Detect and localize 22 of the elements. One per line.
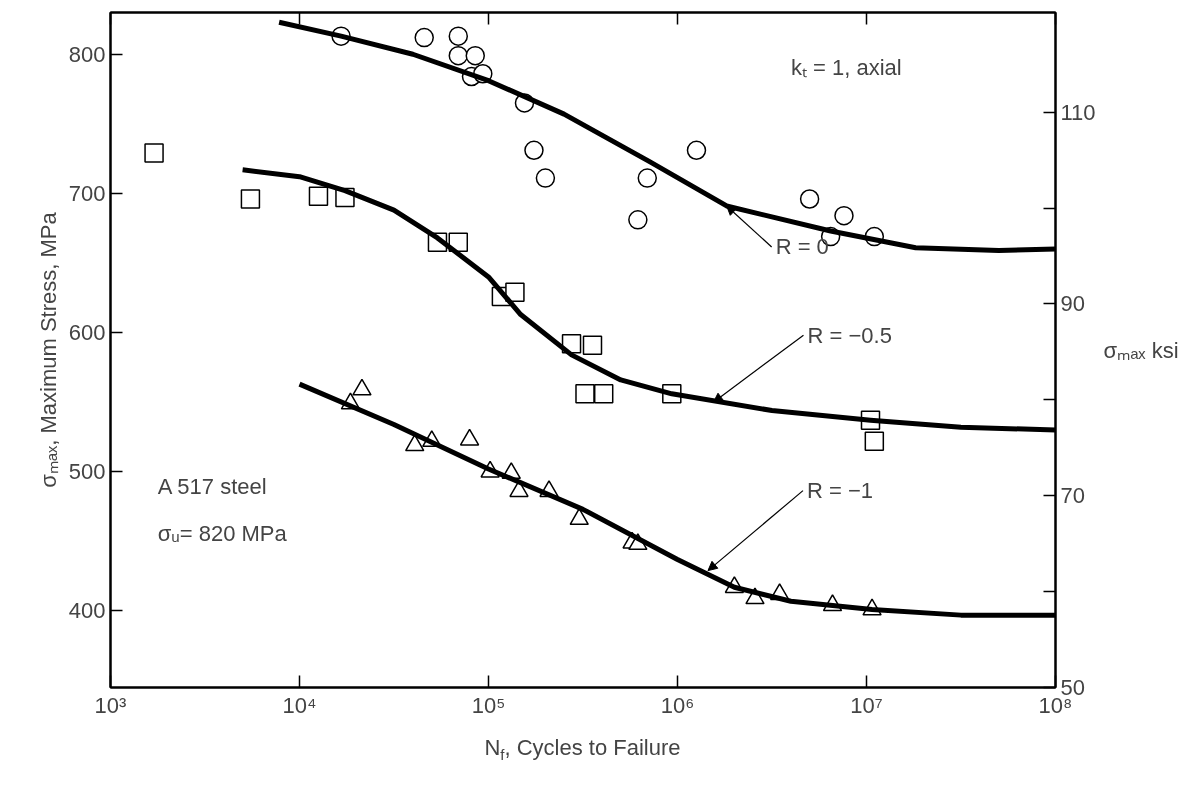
y-tick-label: 400 xyxy=(68,598,106,624)
y2-axis-title: σₘₐₓ ksi xyxy=(1103,337,1179,363)
annotation: kₜ = 1, axial xyxy=(790,55,902,80)
x-tick-label: 10⁶ xyxy=(660,692,695,718)
x-tick-label: 10⁷ xyxy=(850,692,883,718)
y-tick-label: 700 xyxy=(68,180,106,206)
x-tick-label: 10⁴ xyxy=(282,692,317,718)
x-axis-title: N$_{f}$, Cycles to Failure xyxy=(483,734,682,766)
y2-tick-label: 70 xyxy=(1060,483,1085,509)
y-axis-title: σₘₐₓ, Maximum Stress, MPa xyxy=(35,211,61,488)
y2-tick-label: 90 xyxy=(1060,291,1085,317)
annotation: A 517 steel xyxy=(157,473,267,499)
annotation: R = −1 xyxy=(807,478,874,504)
x-tick-label: 10⁵ xyxy=(471,692,506,718)
annotation: σᵤ= 820 MPa xyxy=(157,520,288,546)
y-tick-label: 600 xyxy=(68,320,106,346)
x-tick-label: 10³ xyxy=(94,692,127,718)
y2-tick-label: 110 xyxy=(1060,99,1096,125)
annotation: R = 0 xyxy=(775,234,829,260)
annotation: R = −0.5 xyxy=(807,322,892,348)
y-tick-label: 500 xyxy=(68,459,106,485)
y-tick-label: 800 xyxy=(68,41,106,67)
